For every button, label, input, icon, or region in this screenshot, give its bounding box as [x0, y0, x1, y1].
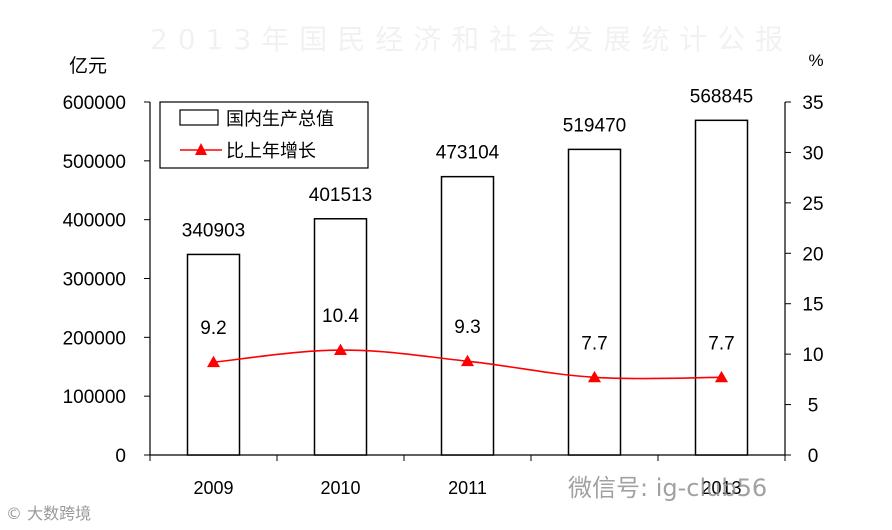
watermark-right: 微信号: ig-club56: [568, 474, 768, 502]
y-tick-label: 400000: [63, 211, 126, 232]
y2-tick-label: 15: [802, 295, 823, 316]
y-tick-label: 0: [115, 446, 126, 467]
y2-tick-label: 30: [802, 143, 823, 164]
y-tick-label: 200000: [63, 328, 126, 349]
faded-background-title: 2013年国民经济和社会发展统计公报: [150, 23, 790, 56]
chart-axes: 0100000200000300000400000500000600000051…: [63, 51, 824, 498]
y2-tick-label: 0: [808, 446, 819, 467]
bar-series: [186, 119, 749, 456]
watermark-left: © 大数跨境: [6, 504, 92, 523]
y2-tick-label: 20: [802, 244, 823, 265]
bar-value-label: 473104: [436, 143, 500, 164]
bar-value-label: 401513: [309, 185, 372, 206]
growth-line-series: [207, 343, 728, 383]
x-tick-label: 2013: [701, 478, 741, 498]
bar-2011: [440, 175, 495, 456]
legend-bar-swatch: [179, 109, 219, 126]
y2-tick-label: 25: [802, 194, 823, 215]
bar-2013: [694, 119, 749, 456]
y-tick-label: 600000: [63, 93, 126, 114]
y2-tick-label: 35: [802, 93, 823, 114]
x-tick-label: 2011: [448, 478, 487, 498]
growth-value-label: 7.7: [708, 333, 734, 354]
growth-point-2010: [334, 343, 347, 355]
x-tick-label: 2009: [193, 478, 233, 498]
y-tick-label: 100000: [63, 387, 126, 408]
growth-value-label: 10.4: [322, 306, 359, 327]
data-labels: 340903 401513 473104 519470 568845 9.2 10.4 9.3…: [182, 86, 753, 354]
bar-value-label: 568845: [690, 86, 753, 107]
bar-value-label: 340903: [182, 220, 245, 241]
legend-label-gdp: 国内生产总值: [226, 109, 334, 129]
y-axis-unit: 亿元: [69, 55, 107, 77]
y2-tick-label: 10: [802, 345, 823, 366]
growth-value-label: 7.7: [581, 333, 607, 354]
bar-2009: [186, 253, 241, 456]
growth-point-2013: [715, 370, 728, 383]
y-tick-label: 300000: [63, 270, 126, 291]
legend-triangle-marker: [195, 143, 207, 155]
growth-point-2009: [207, 355, 220, 368]
growth-point-: [588, 370, 601, 383]
x-tick-label: 2010: [320, 478, 360, 498]
y2-tick-label: 5: [808, 396, 819, 417]
bar-value-label: 519470: [563, 115, 626, 136]
bar-2010: [313, 218, 368, 456]
growth-point-2011: [461, 354, 474, 367]
y-tick-label: 500000: [63, 152, 126, 173]
growth-value-label: 9.2: [200, 318, 226, 339]
bar-: [567, 148, 622, 456]
legend-label-growth: 比上年增长: [226, 141, 316, 161]
y2-axis-unit: %: [808, 51, 823, 70]
growth-value-label: 9.3: [454, 317, 480, 338]
